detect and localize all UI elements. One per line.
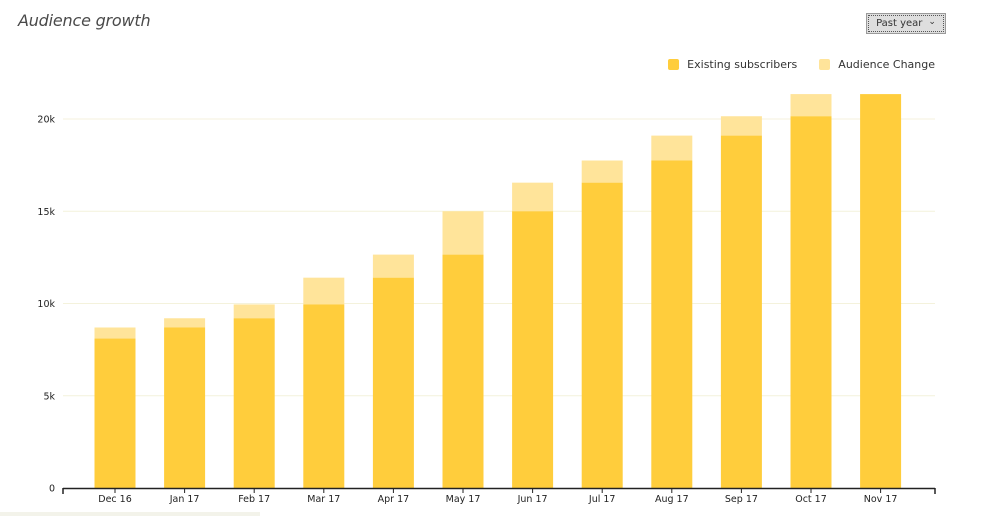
- y-tick-label: 0: [49, 484, 55, 495]
- legend-swatch-change: [819, 59, 831, 70]
- x-tick-label: Jan 17: [169, 494, 200, 505]
- bar-existing-subscribers: [720, 135, 762, 489]
- x-tick-label: Mar 17: [307, 494, 340, 505]
- bar-audience-change: [94, 327, 136, 339]
- bar-audience-change: [720, 116, 762, 136]
- bar-audience-change: [790, 94, 832, 117]
- y-tick-label: 20k: [37, 115, 55, 126]
- bar-existing-subscribers: [442, 254, 484, 488]
- bar-existing-subscribers: [233, 318, 275, 488]
- chevron-down-icon: ⌄: [928, 17, 936, 27]
- bar-audience-change: [372, 254, 414, 278]
- chart-legend: Existing subscribers Audience Change: [668, 58, 935, 71]
- y-tick-label: 15k: [37, 207, 55, 218]
- x-tick-label: Dec 16: [98, 494, 132, 505]
- legend-label-change: Audience Change: [838, 58, 935, 71]
- legend-label-existing: Existing subscribers: [687, 58, 798, 71]
- x-tick-label: May 17: [446, 494, 481, 505]
- bar-audience-change: [164, 318, 206, 328]
- bar-audience-change: [303, 277, 345, 305]
- time-range-dropdown[interactable]: Past year ⌄: [866, 13, 946, 34]
- y-tick-label: 10k: [37, 299, 55, 310]
- bar-existing-subscribers: [372, 277, 414, 488]
- legend-item-change[interactable]: Audience Change: [819, 58, 935, 71]
- chart-title: Audience growth: [18, 11, 151, 30]
- x-tick-label: Apr 17: [378, 494, 410, 505]
- legend-swatch-existing: [668, 59, 680, 70]
- bar-existing-subscribers: [164, 327, 206, 488]
- bar-existing-subscribers: [303, 304, 345, 488]
- x-tick-label: Nov 17: [864, 494, 898, 505]
- bar-audience-change: [651, 135, 693, 161]
- bar-existing-subscribers: [94, 338, 136, 488]
- x-tick-label: Jun 17: [517, 494, 548, 505]
- x-tick-label: Oct 17: [795, 494, 827, 505]
- bar-existing-subscribers: [790, 116, 832, 489]
- bottom-divider: [0, 512, 260, 516]
- y-tick-label: 5k: [43, 391, 55, 402]
- x-tick-label: Sep 17: [725, 494, 758, 505]
- bar-existing-subscribers: [860, 94, 902, 488]
- x-tick-label: Jul 17: [588, 494, 616, 505]
- bar-existing-subscribers: [581, 182, 623, 488]
- x-tick-label: Feb 17: [238, 494, 270, 505]
- time-range-label: Past year: [876, 18, 923, 29]
- bar-audience-change: [512, 182, 554, 212]
- bar-audience-change: [581, 160, 623, 183]
- x-tick-label: Aug 17: [655, 494, 689, 505]
- bar-existing-subscribers: [651, 160, 693, 488]
- legend-item-existing[interactable]: Existing subscribers: [668, 58, 797, 71]
- bar-audience-change: [233, 304, 275, 319]
- bar-audience-change: [442, 211, 484, 255]
- bar-existing-subscribers: [512, 211, 554, 488]
